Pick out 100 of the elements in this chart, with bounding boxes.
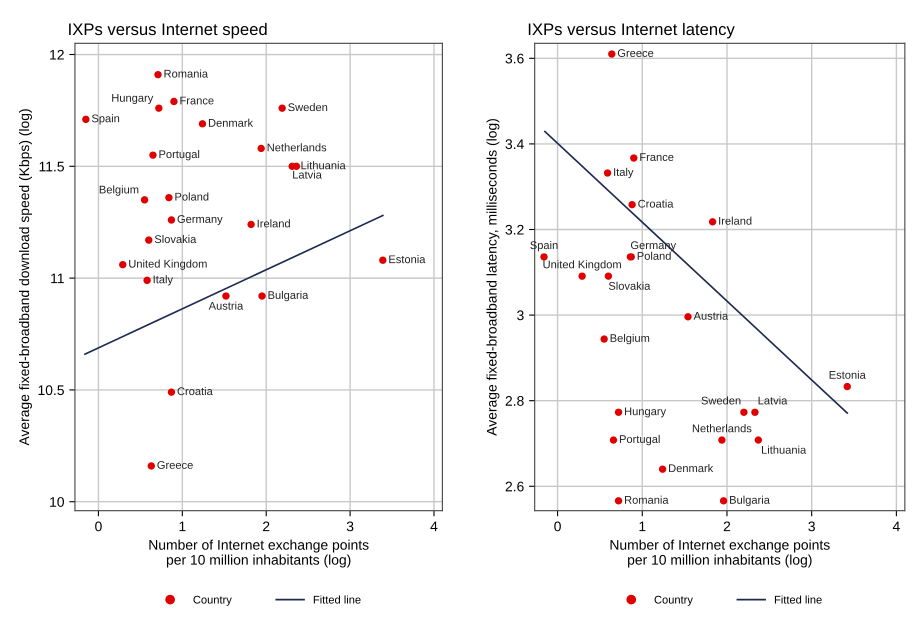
annotation: Austria — [694, 312, 728, 320]
annotation: Ireland — [258, 219, 290, 228]
annotation: Portugal — [159, 150, 200, 160]
legend-label: Fitted line — [774, 595, 822, 604]
x-tick-label: 0 — [554, 521, 561, 532]
annotation: United Kingdom — [129, 260, 207, 270]
point — [143, 276, 151, 284]
annotation: Bulgaria — [268, 290, 308, 302]
annotation: Netherlands — [692, 424, 752, 432]
x-tick-label: 3 — [346, 521, 354, 532]
annotation: Austria — [208, 302, 244, 310]
x-tick-label: 0 — [95, 521, 102, 532]
point — [844, 382, 851, 390]
y-tick-label: 12 — [50, 50, 64, 60]
point — [604, 169, 612, 177]
annotation: Lithuania — [762, 446, 806, 454]
point — [155, 104, 163, 112]
point — [630, 154, 638, 162]
annotation: Lithuania — [301, 161, 346, 170]
annotation: Slovakia — [608, 282, 650, 290]
annotation: Hungary — [625, 407, 666, 418]
point — [600, 335, 608, 343]
y-tick-label: 10.5 — [38, 385, 64, 396]
point — [198, 120, 206, 128]
annotation: Italy — [154, 275, 174, 286]
annotation: France — [180, 96, 214, 104]
annotation: Belgium — [610, 334, 650, 344]
annotation: Italy — [614, 168, 634, 178]
y-axis-title: Average fixed-broadband download speed (Kbps) (log) — [19, 109, 32, 446]
point — [610, 436, 618, 444]
point — [658, 465, 666, 473]
point — [247, 220, 255, 228]
x-axis-title: Number of Internet exchange points per 10 million inhabitants (log) — [610, 540, 830, 568]
point — [754, 436, 762, 444]
annotation: Slovakia — [154, 234, 196, 244]
x-tick-label: 4 — [892, 522, 900, 532]
annotation: Ireland — [719, 216, 752, 225]
x-tick-label: 3 — [808, 521, 815, 532]
point — [608, 50, 616, 58]
x-tick-label: 1 — [180, 522, 186, 532]
point — [148, 462, 155, 470]
point — [604, 272, 612, 280]
y-tick-label: 3 — [517, 310, 524, 320]
legend-label: Fitted line — [314, 595, 361, 604]
y-tick-label: 3.6 — [505, 54, 524, 64]
point — [278, 104, 286, 112]
point — [149, 151, 157, 159]
annotation: Netherlands — [268, 143, 326, 152]
y-tick-label: 10 — [50, 497, 64, 507]
point — [720, 497, 728, 505]
x-tick-label: 2 — [263, 521, 270, 532]
chart-title: IXPs versus Internet speed — [69, 22, 267, 38]
point — [628, 201, 636, 208]
y-tick-label: 3.4 — [505, 139, 524, 150]
y-axis-title: Average fixed-broadband latency, milliseconds (log) — [486, 119, 500, 436]
annotation: Spain — [92, 114, 120, 125]
annotation: Bulgaria — [730, 496, 770, 506]
point — [82, 116, 90, 124]
point — [119, 261, 126, 268]
point — [718, 436, 726, 444]
annotation: Poland — [175, 192, 208, 201]
annotation: Greece — [157, 461, 193, 469]
annotation: Sweden — [701, 396, 740, 404]
point — [540, 253, 548, 261]
point — [222, 292, 230, 300]
annotation: Belgium — [100, 185, 138, 196]
annotation: Greece — [618, 49, 654, 58]
annotation: Romania — [164, 69, 208, 78]
point — [258, 292, 266, 300]
y-tick-label: 11.5 — [40, 162, 64, 172]
point — [170, 98, 178, 106]
chart-title: IXPs versus Internet latency — [528, 22, 735, 38]
point — [145, 236, 152, 244]
legend-label: Country — [654, 596, 693, 606]
annotation: Latvia — [758, 396, 788, 404]
x-tick-label: 1 — [639, 522, 646, 532]
point — [258, 144, 265, 152]
annotation: United Kingdom — [543, 260, 621, 271]
point — [154, 70, 162, 78]
point — [168, 388, 176, 396]
point — [168, 216, 176, 224]
annotation: Croatia — [178, 386, 213, 396]
annotation: Denmark — [669, 464, 714, 472]
annotation: Estonia — [389, 255, 426, 264]
x-tick-label: 4 — [430, 522, 438, 532]
annotation: Estonia — [830, 370, 866, 379]
point — [614, 497, 622, 505]
point — [140, 196, 148, 204]
point — [740, 408, 748, 416]
point — [578, 272, 586, 280]
y-tick-label: 11 — [51, 274, 64, 284]
point — [379, 256, 386, 264]
legend-label: Country — [193, 596, 232, 606]
annotation: Germany — [178, 215, 223, 226]
point — [684, 313, 692, 320]
annotation: Croatia — [638, 199, 674, 208]
annotation: Romania — [625, 496, 669, 504]
x-tick-label: 2 — [724, 521, 730, 532]
y-tick-label: 2.6 — [506, 482, 524, 492]
x-axis-title: Number of Internet exchange points per 10 million inhabitants (log) — [149, 540, 369, 568]
